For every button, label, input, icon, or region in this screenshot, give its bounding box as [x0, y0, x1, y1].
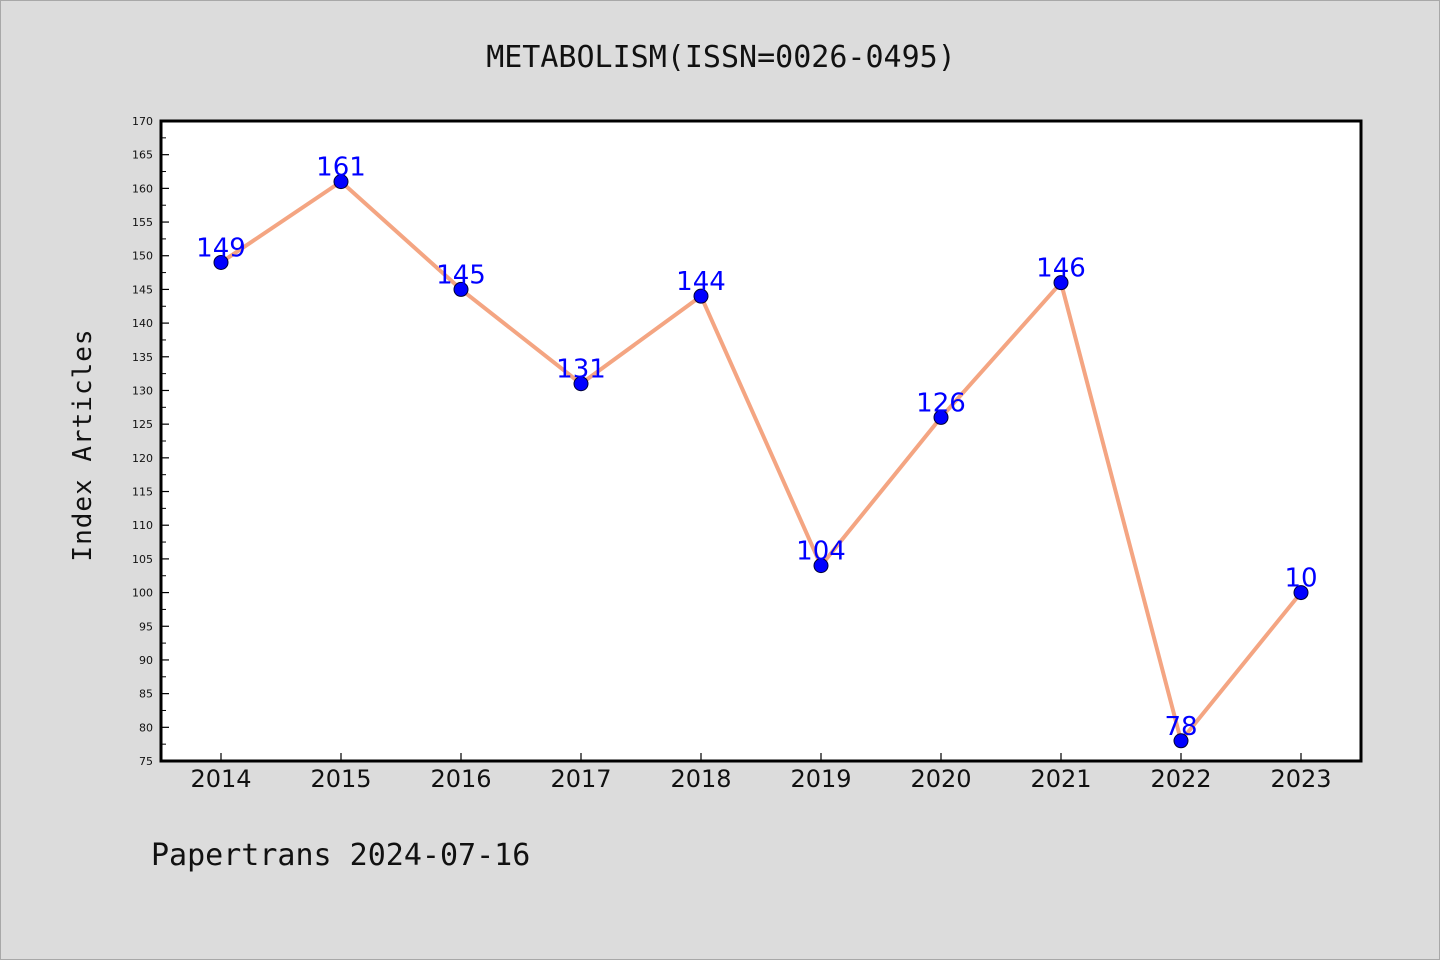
x-tick-label: 2015 — [310, 765, 371, 793]
y-axis-ticks: 75 80 85 90 95 100 105 110 115 120 125 130 135 140 145… — [132, 115, 169, 768]
y-tick-label: 170 — [132, 115, 153, 128]
plot-frame — [159, 119, 1363, 763]
data-point — [213, 254, 229, 270]
y-tick-label: 80 — [139, 721, 153, 734]
data-point — [1053, 275, 1069, 291]
y-tick-label: 115 — [132, 486, 153, 499]
data-point — [933, 409, 949, 425]
y-tick-label: 140 — [132, 317, 153, 330]
data-point — [1293, 585, 1309, 601]
x-tick-label: 2022 — [1150, 765, 1211, 793]
data-label: 144 — [676, 267, 726, 297]
x-tick-label: 2016 — [430, 765, 491, 793]
x-tick-label: 2023 — [1270, 765, 1331, 793]
y-tick-label: 160 — [132, 182, 153, 195]
y-axis-label: Index Articles — [68, 328, 98, 561]
y-tick-label: 155 — [132, 216, 153, 229]
data-point — [333, 174, 349, 190]
data-label: 10 — [1284, 564, 1317, 594]
y-tick-label: 120 — [132, 452, 153, 465]
series-line — [219, 179, 1303, 743]
y-tick-label: 100 — [132, 587, 153, 600]
data-point — [693, 288, 709, 304]
plot-area — [161, 121, 1361, 761]
data-labels-layer: 149 161 145 131 144 104 126 146 78 10 — [196, 153, 1317, 742]
y-tick-label: 130 — [132, 384, 153, 397]
x-tick-label: 2018 — [670, 765, 731, 793]
y-tick-label: 125 — [132, 418, 153, 431]
y-tick-label: 150 — [132, 250, 153, 263]
series-line-layer — [219, 179, 1303, 743]
data-point — [1173, 733, 1189, 749]
y-tick-label: 75 — [139, 755, 153, 768]
footer-credit: Papertrans 2024-07-16 — [151, 838, 530, 873]
data-label: 149 — [196, 233, 246, 263]
data-label: 146 — [1036, 254, 1086, 284]
y-tick-label: 105 — [132, 553, 153, 566]
chart-title: METABOLISM(ISSN=0026-0495) — [486, 40, 956, 75]
x-tick-label: 2014 — [190, 765, 251, 793]
y-tick-label: 110 — [132, 519, 153, 532]
y-tick-label: 85 — [139, 688, 153, 701]
data-label: 145 — [436, 260, 486, 290]
data-label: 104 — [796, 537, 846, 567]
data-point — [813, 558, 829, 574]
y-tick-label: 145 — [132, 283, 153, 296]
data-label: 78 — [1164, 712, 1197, 742]
x-tick-label: 2020 — [910, 765, 971, 793]
x-tick-label: 2019 — [790, 765, 851, 793]
data-point — [453, 281, 469, 297]
x-tick-label: 2021 — [1030, 765, 1091, 793]
y-tick-label: 95 — [139, 620, 153, 633]
x-tick-label: 2017 — [550, 765, 611, 793]
data-points-layer — [213, 174, 1309, 749]
data-label: 161 — [316, 153, 366, 183]
y-tick-label: 90 — [139, 654, 153, 667]
data-point — [573, 376, 589, 392]
data-label: 131 — [556, 355, 606, 385]
y-tick-label: 135 — [132, 351, 153, 364]
data-label: 126 — [916, 388, 966, 418]
x-axis-ticks: 2014 2015 2016 2017 2018 2019 2020 2021 2022 2023 — [190, 753, 1332, 793]
y-tick-label: 165 — [132, 149, 153, 162]
